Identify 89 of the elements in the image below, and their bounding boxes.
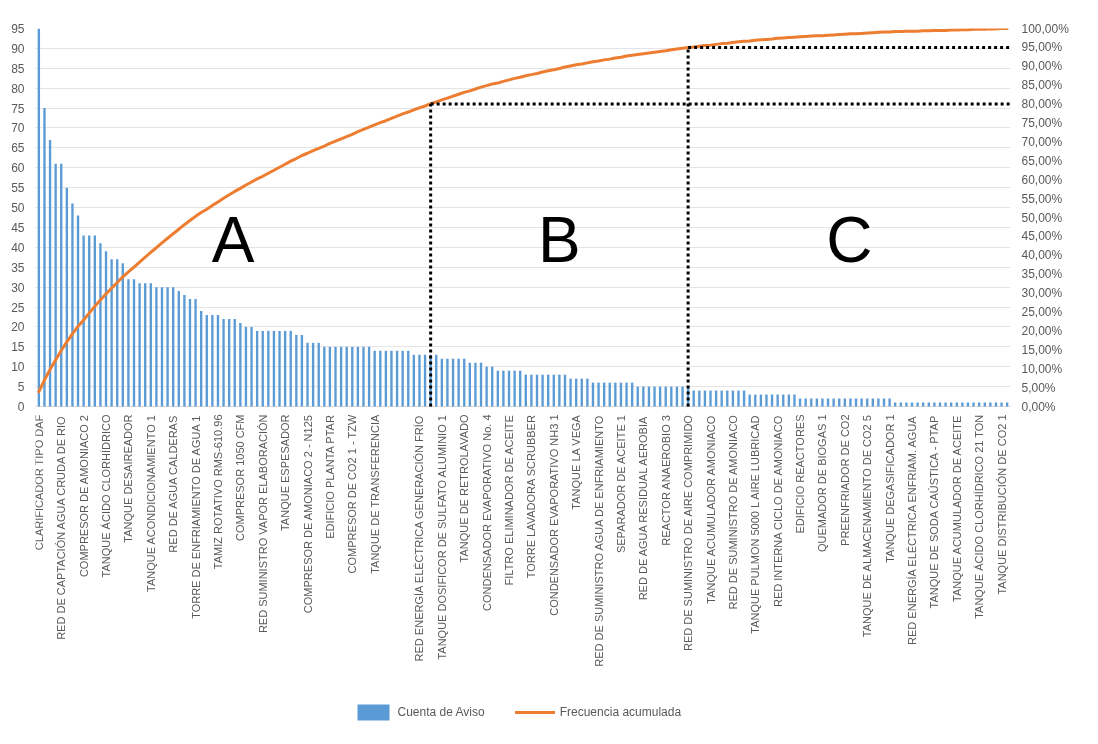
x-tick-label: TANQUE DE SODA CAÚSTICA - PTAP	[928, 415, 941, 609]
y2-tick-label: 35,00%	[1021, 267, 1063, 282]
x-tick-label: COMPRESOR DE AMONIACO 2	[77, 415, 90, 578]
y2-tick-label: 5,00%	[1021, 380, 1056, 395]
y-tick-label: 10	[11, 360, 25, 375]
y2-tick-label: 70,00%	[1021, 134, 1063, 149]
y2-tick-label: 40,00%	[1021, 248, 1063, 263]
y2-tick-label: 55,00%	[1021, 191, 1063, 206]
y-tick-label: 25	[11, 300, 25, 315]
y-tick-label: 60	[11, 161, 25, 176]
x-tick-label: COMPRESOR DE CO2 1 - TZW	[346, 414, 359, 574]
y-tick-label: 75	[11, 101, 25, 116]
x-tick-label: RED SUMINISTRO VAPOR ELABORACIÓN	[256, 414, 269, 634]
x-tick-label: TANQUE ACUMULADOR DE ACEITE	[950, 415, 963, 602]
x-tick-label: RED DE AGUA RESIDUAL AEROBIA	[637, 416, 650, 601]
x-tick-label: TORRE DE ENFRIAMIENTO DE AGUA 1	[189, 415, 202, 619]
y-tick-label: 90	[11, 41, 25, 56]
y2-tick-label: 65,00%	[1021, 153, 1063, 168]
x-tick-label: TANQUE DOSIFICOR DE SULFATO ALUMINIO 1	[435, 415, 448, 660]
y2-tick-label: 20,00%	[1021, 323, 1063, 338]
y2-tick-label: 95,00%	[1021, 40, 1063, 55]
x-tick-label: RED DE AGUA CALDERAS	[167, 415, 180, 553]
y-tick-label: 20	[11, 320, 25, 335]
x-tick-label: TANQUE DISTRIBUCIÓN DE CO2 1	[995, 414, 1008, 595]
x-tick-label: COMPRESOR DE AMONIACO 2 - N125	[301, 415, 314, 614]
annotation: A	[211, 204, 255, 277]
x-tick-label: RED ENERGÍA ELÉCTRICA GENERACIÓN FRÍO	[413, 415, 426, 662]
y2-tick-label: 45,00%	[1021, 229, 1063, 244]
y-tick-label: 40	[11, 240, 25, 255]
x-tick-label: TANQUE ÁCIDO CLORHÍDRICO	[100, 414, 113, 578]
y2-tick-label: 80,00%	[1021, 97, 1063, 112]
x-tick-label: FILTRO ELIMINADOR DE ACEITE	[503, 415, 516, 586]
y-tick-label: 45	[11, 220, 25, 235]
x-tick-label: TANQUE DEGASIFICADOR 1	[883, 414, 896, 563]
x-tick-label: TANQUE LA VEGA	[570, 414, 583, 510]
x-tick-label: TORRE LAVADORA SCRUBBER	[525, 415, 538, 579]
y2-tick-label: 50,00%	[1021, 210, 1063, 225]
y-tick-label: 50	[11, 201, 25, 216]
legend-label: Frecuencia acumulada	[559, 705, 682, 719]
x-tick-label: EDIFICIO PLANTA PTAR	[323, 415, 336, 539]
x-tick-label: RED ENERGÍA ELÉCTRICA ENFRIAM. AGUA	[905, 415, 918, 645]
x-tick-label: TANQUE ACUMULADOR AMONIACO	[704, 415, 717, 604]
y2-tick-label: 85,00%	[1021, 78, 1063, 93]
x-tick-label: RED DE SUMINISTRO DE AMONIACO	[726, 414, 739, 610]
x-tick-label: REACTOR ANAEROBIO 3	[659, 415, 672, 546]
y-tick-label: 35	[11, 260, 25, 275]
y-tick-label: 85	[11, 61, 25, 76]
x-tick-label: TANQUE DE RETROLAVADO	[458, 414, 471, 563]
x-tick-label: TANQUE ACONDICIONAMIENTO 1	[144, 415, 157, 592]
y-tick-label: 0	[17, 400, 25, 414]
y2-tick-label: 25,00%	[1021, 305, 1063, 319]
x-tick-label: QUEMADOR DE BIOGAS 1	[816, 414, 829, 553]
x-tick-label: TAMIZ ROTATIVO RMS-610.96	[211, 414, 224, 570]
annotation: C	[826, 204, 873, 277]
x-tick-label: EDIFICIO REACTORES	[794, 414, 807, 534]
y2-tick-label: 0,00%	[1021, 399, 1056, 414]
annotation: B	[538, 204, 581, 277]
y2-tick-label: 30,00%	[1021, 286, 1063, 301]
y-tick-label: 95	[11, 22, 25, 36]
x-tick-label: TANQUE DE ALMACENAMIENTO DE CO2 5	[861, 415, 874, 638]
x-tick-label: TANQUE DESAIREADOR	[122, 414, 135, 543]
y-tick-label: 70	[11, 121, 25, 136]
x-tick-label: SEPARADOR DE ACEITE 1	[614, 415, 627, 554]
y2-tick-label: 90,00%	[1021, 59, 1063, 74]
x-tick-label: CONDENSADOR EVAPORATIVO NH3 1	[547, 414, 560, 616]
y2-tick-label: 75,00%	[1021, 116, 1063, 130]
y-tick-label: 15	[11, 340, 25, 355]
y2-tick-label: 60,00%	[1021, 172, 1063, 187]
y-tick-label: 80	[11, 81, 25, 96]
y2-tick-label: 100,00%	[1021, 21, 1070, 36]
y-tick-label: 55	[11, 181, 25, 196]
legend-label: Cuenta de Aviso	[397, 705, 485, 719]
x-tick-label: RED INTERNA CICLO DE AMONIACO	[771, 415, 784, 608]
x-tick-label: COMPRESOR 1050 CFM	[234, 414, 247, 542]
x-tick-label: RED DE SUMINISTRO AGUA DE ENFRIAMIENTO	[592, 415, 605, 667]
x-tick-label: TANQUE DE TRANSFERENCIA	[368, 414, 381, 574]
y-tick-label: 30	[11, 280, 25, 295]
x-tick-label: TANQUE ÁCIDO CLORHÍDRICO 21 TON	[973, 414, 986, 619]
x-tick-label: CLARIFICADOR TIPO DAF	[32, 414, 45, 551]
x-tick-label: RED DE SUMINISTRO DE AIRE COMPRIMIDO	[682, 414, 695, 652]
y-tick-label: 5	[17, 380, 25, 395]
x-tick-label: RED DE CAPTACIÓN AGUA CRUDA DE RIO	[55, 415, 68, 640]
y2-tick-label: 10,00%	[1021, 361, 1063, 376]
x-tick-label: PREENFRIADOR DE CO2	[838, 414, 851, 546]
y-tick-label: 65	[11, 141, 25, 156]
y2-tick-label: 15,00%	[1021, 342, 1063, 357]
x-tick-label: CONDENSADOR EVAPORATIVO No. 4	[480, 414, 493, 611]
x-tick-label: TANQUE ESPESADOR	[279, 414, 292, 532]
x-tick-label: TANQUE PULMON 5000 L AIRE LUBRICAD	[749, 415, 762, 634]
